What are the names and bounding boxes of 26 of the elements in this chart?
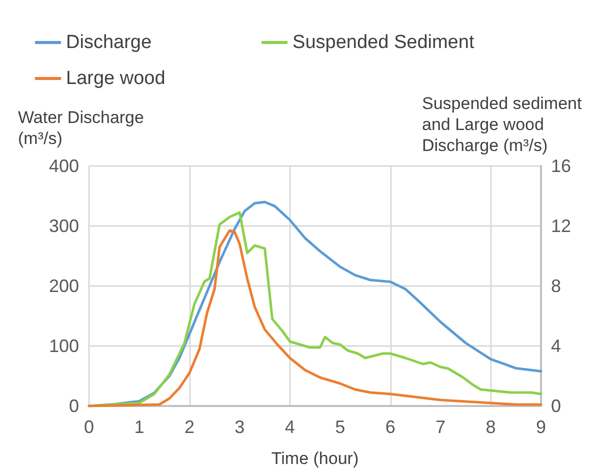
y-tick-label: 0 bbox=[68, 396, 79, 416]
x-tick-label: 4 bbox=[284, 417, 295, 437]
y-axis-title: Water Discharge (m³/s) bbox=[18, 108, 149, 148]
x-tick-label: 8 bbox=[486, 417, 496, 437]
y2-tick-label: 12 bbox=[551, 216, 572, 236]
x-tick-label: 3 bbox=[234, 417, 245, 437]
y2-tick-label: 16 bbox=[551, 156, 572, 176]
y2-tick-label: 0 bbox=[551, 396, 562, 416]
x-tick-label: 5 bbox=[335, 417, 346, 437]
y2-tick-label: 4 bbox=[551, 336, 562, 356]
x-tick-label: 9 bbox=[536, 417, 546, 437]
x-axis-title: Time (hour) bbox=[271, 449, 359, 468]
x-tick-label: 6 bbox=[385, 417, 396, 437]
legend-label: Suspended Sediment bbox=[292, 32, 475, 53]
y-tick-label: 400 bbox=[48, 156, 79, 176]
legend-label: Discharge bbox=[66, 32, 152, 53]
x-tick-label: 0 bbox=[84, 417, 94, 437]
y-tick-label: 300 bbox=[48, 216, 79, 236]
y-tick-label: 100 bbox=[48, 336, 79, 356]
x-tick-label: 1 bbox=[134, 417, 144, 437]
legend-label: Large wood bbox=[66, 68, 166, 89]
y2-axis-title: Suspended sediment and Large wood Discharge (m³/s) bbox=[422, 94, 586, 155]
y-tick-label: 200 bbox=[48, 276, 79, 296]
y2-tick-label: 8 bbox=[551, 276, 562, 296]
x-tick-label: 2 bbox=[184, 417, 194, 437]
x-tick-label: 7 bbox=[436, 417, 446, 437]
